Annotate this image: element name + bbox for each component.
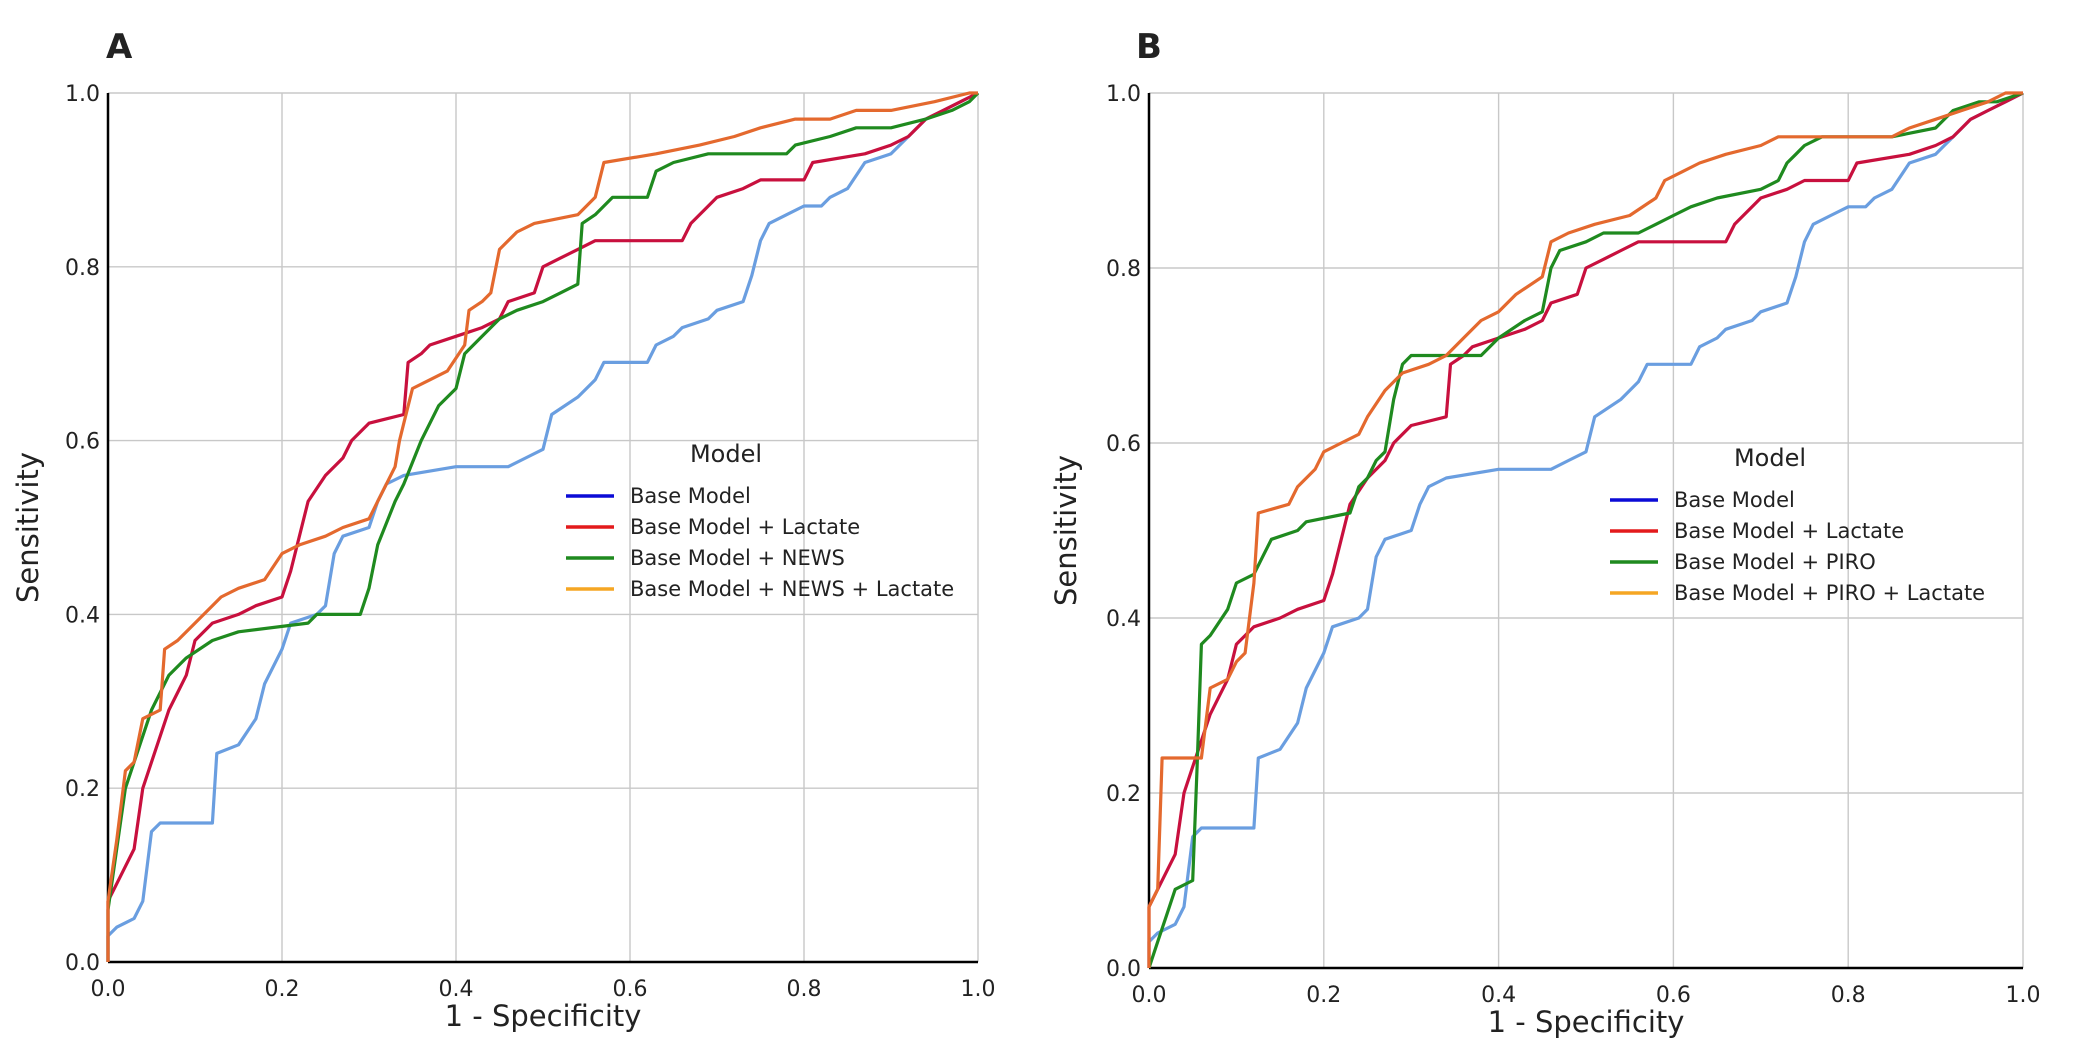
x-tick-label: 1.0 [961,977,996,1002]
x-tick-label: 0.2 [265,977,300,1002]
legend-entry: Base Model + Lactate [566,515,860,539]
legend-label: Base Model + NEWS [630,546,845,570]
roc-curve [106,91,980,962]
legend-label: Base Model + PIRO [1674,550,1876,574]
y-tick-label: 1.0 [1106,82,1141,107]
legend: Model Base Model Base Model + Lactate Base … [566,440,954,601]
y-tick-label: 0.4 [1106,607,1141,632]
y-tick-label: 1.0 [65,82,100,107]
x-tick-label: 0.8 [1831,983,1866,1008]
legend-entry: Base Model + PIRO [1610,550,1876,574]
legend-entry: Base Model + PIRO + Lactate [1610,581,1985,605]
legend-entry: Base Model + Lactate [1610,519,1904,543]
y-axis-label: Sensitivity [1049,455,1083,606]
panel-label: B [1136,27,1162,67]
panel-label: A [106,27,133,67]
y-tick-label: 0.2 [65,777,100,802]
legend-label: Base Model + Lactate [1674,519,1904,543]
roc-curve [106,91,979,962]
y-tick-label: 0.6 [65,430,100,455]
x-axis-label: 1 - Specificity [1488,1005,1685,1039]
legend-label: Base Model [630,484,751,508]
x-tick-label: 0.0 [91,977,126,1002]
y-tick-label: 0.8 [65,256,100,281]
y-tick-label: 0.6 [1106,432,1141,457]
panel-a-roc-chart: 0.0 0.2 0.4 0.6 0.8 1.0 0.0 0.2 0.4 0.6 0.8 1.0 1 - … [11,27,996,1033]
roc-curve [106,91,979,962]
legend-entry: Base Model [566,484,751,508]
x-tick-label: 1.0 [2006,983,2041,1008]
roc-curve [1147,91,2023,968]
legend-entry: Base Model + NEWS [566,546,845,570]
legend: Model Base Model Base Model + Lactate Base … [1610,444,1985,605]
x-tick-label: 0.4 [439,977,474,1002]
legend-entry: Base Model [1610,488,1795,512]
roc-curve [1147,91,2024,969]
panel-b-roc-chart: 0.0 0.2 0.4 0.6 0.8 1.0 0.0 0.2 0.4 0.6 0.8 1.0 1 - … [1049,27,2041,1039]
x-tick-label: 0.0 [1132,983,1167,1008]
x-axis-label: 1 - Specificity [445,999,642,1033]
x-tick-label: 0.8 [787,977,822,1002]
y-tick-label: 0.0 [65,951,100,976]
x-tick-label: 0.6 [613,977,648,1002]
legend-label: Base Model + PIRO + Lactate [1674,581,1985,605]
y-axis-label: Sensitivity [11,452,45,603]
y-tick-label: 0.8 [1106,257,1141,282]
x-tick-label: 0.2 [1306,983,1341,1008]
y-tick-label: 0.0 [1106,957,1141,982]
x-tick-label: 0.6 [1656,983,1691,1008]
x-tick-label: 0.4 [1481,983,1516,1008]
legend-label: Base Model [1674,488,1795,512]
legend-label: Base Model + NEWS + Lactate [630,577,954,601]
legend-entry: Base Model + NEWS + Lactate [566,577,954,601]
y-tick-label: 0.4 [65,603,100,628]
y-tick-label: 0.2 [1106,782,1141,807]
legend-title: Model [1734,444,1806,472]
roc-curve [1147,91,2024,968]
legend-title: Model [690,440,762,468]
legend-label: Base Model + Lactate [630,515,860,539]
roc-curve [106,91,978,962]
roc-curve [1147,91,2024,968]
